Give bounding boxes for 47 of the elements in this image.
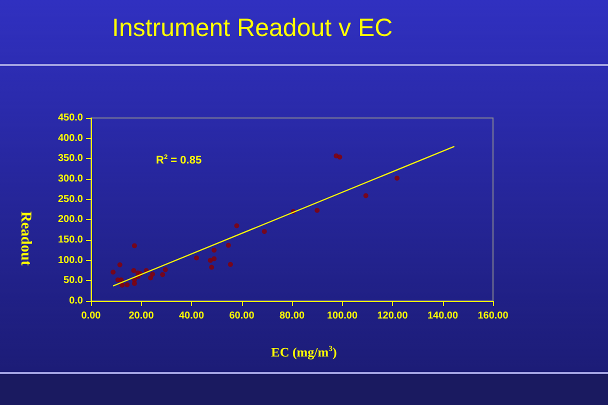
point [124,282,130,288]
point [314,208,320,213]
point [132,243,137,248]
point [363,193,368,198]
point [209,264,214,270]
point [394,176,400,181]
point [131,268,136,273]
chart-title: Instrument Readout v EC [112,14,393,43]
annotation: R$^{2}$ = 0.85 [156,154,202,167]
point [160,272,166,278]
y-tick-label: 50.0 [64,275,84,286]
y-tick-label: 0.0 [69,296,84,306]
point [117,262,122,268]
x-tick-label: 60.00 [229,310,255,322]
point [337,154,342,160]
point [148,275,154,280]
y-tick-label: 350.0 [58,153,84,164]
x-tick-label: 0.00 [81,310,102,322]
point [118,277,124,282]
point [150,272,156,277]
x-tick-label: 100.00 [326,310,358,322]
y-tick-label: 300.0 [58,174,84,184]
point [228,262,233,267]
y-tick-label: 400.0 [58,132,84,144]
point [234,223,240,228]
x-tick-label: 40.00 [178,310,204,322]
point [120,282,125,288]
x-tick-label: 140.00 [427,310,458,322]
y-tick-label: 100.0 [58,254,84,266]
x-tick-label: 80.00 [279,310,305,322]
point [212,248,217,253]
x-tick-label: 120.00 [377,310,408,322]
point [162,267,168,272]
point [194,255,200,260]
point [212,256,217,262]
y-tick-label: 200.0 [58,214,84,226]
point [132,281,137,286]
y-tick-label: 450.0 [58,112,84,124]
x-tick-label: 160.00 [478,310,509,322]
point [226,242,231,248]
x-tick-label: 20.00 [128,310,154,322]
x-axis-title: EC (mg/m$^{3}$) [270,344,338,360]
y-tick-label: 150.0 [58,234,84,246]
point [262,228,267,234]
y-axis-title: Readout [16,210,34,268]
y-tick-label: 250.0 [58,194,84,205]
point [110,270,116,275]
